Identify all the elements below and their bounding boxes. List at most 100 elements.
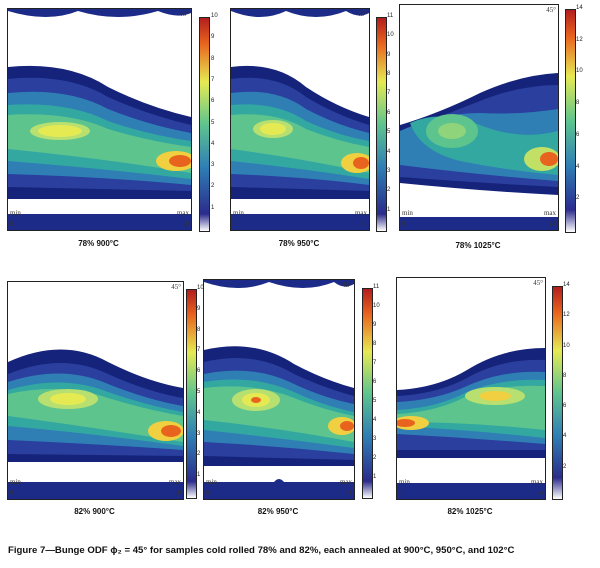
colorbar-tick-label: 7 (373, 360, 377, 366)
max-value: 11 (345, 489, 352, 497)
odf-plot: 45° min max 0 10 (7, 281, 184, 500)
colorbar-tick-label: 6 (576, 131, 580, 138)
peak-core (260, 123, 286, 135)
odf-contour-map (231, 9, 369, 230)
colorbar-tick-label: 10 (373, 303, 380, 309)
max-core (340, 421, 354, 431)
peak-core (438, 123, 466, 139)
max-label: max (354, 209, 367, 217)
odf-plot: 45° min max 0 14 (396, 277, 546, 500)
max-label: max (176, 209, 189, 217)
colorbar-tick-label: 10 (197, 285, 204, 291)
colorbar-tick-label: 7 (197, 347, 201, 354)
min-value: 0 (399, 489, 403, 497)
colorbar (362, 288, 373, 499)
colorbar-tick-label: 2 (387, 187, 391, 194)
colorbar-tick-label: 4 (197, 409, 201, 416)
max-core (353, 157, 369, 169)
min-label: min (10, 209, 21, 217)
max-core (161, 425, 181, 437)
colorbar-tick-label: 3 (211, 162, 215, 169)
peak-core (38, 125, 82, 137)
colorbar-tick-label: 7 (211, 76, 215, 83)
panel-title: 78% 900°C (78, 239, 119, 248)
colorbar-tick-label: 14 (563, 282, 570, 288)
peak-max (251, 397, 261, 403)
colorbar-tick-label: 9 (373, 322, 377, 328)
colorbar-tick-label: 1 (197, 472, 201, 479)
colorbar-tick-label: 2 (197, 451, 201, 458)
angle-label: 45° (357, 10, 367, 18)
bottom-contour (204, 479, 354, 499)
colorbar-tick-label: 12 (576, 36, 583, 43)
colorbar-tick-label: 8 (197, 326, 201, 333)
min-label: min (402, 209, 413, 217)
min-value: 0 (10, 489, 14, 497)
colorbar-tick-label: 2 (211, 183, 215, 190)
panel-title: 82% 950°C (257, 507, 299, 516)
panel-title: 78% 950°C (278, 239, 320, 248)
colorbar (565, 9, 576, 233)
colorbar-tick-label: 6 (197, 368, 201, 375)
colorbar-tick-label: 4 (576, 163, 580, 170)
max-value: 14 (549, 220, 556, 228)
angle-label: 45° (342, 281, 352, 289)
odf-contour-map (8, 9, 191, 230)
min-label: min (399, 478, 410, 486)
panel-title: 78% 1025°C (455, 241, 501, 250)
angle-label: 45° (179, 10, 189, 18)
colorbar-tick-label: 3 (197, 430, 201, 437)
colorbar (552, 286, 563, 500)
colorbar-tick-label: 8 (387, 71, 391, 78)
colorbar-tick-label: 7 (387, 90, 391, 97)
colorbar-tick-label: 4 (387, 148, 391, 155)
bottom-contour (400, 217, 558, 230)
max-label: max (543, 209, 556, 217)
colorbar-tick-label: 10 (387, 32, 394, 39)
top-contour (204, 280, 354, 288)
colorbar-tick-label: 5 (387, 129, 391, 136)
colorbar-tick-label: 3 (387, 167, 391, 174)
panel-title: 82% 900°C (74, 507, 115, 516)
colorbar-tick-label: 1 (387, 206, 391, 213)
colorbar-tick-label: 14 (576, 5, 583, 11)
min-value: 0 (402, 220, 406, 228)
colorbar (186, 289, 197, 499)
odf-plot: 45° min max 0 11 (230, 8, 370, 231)
colorbar-tick-label: 10 (576, 68, 583, 75)
colorbar-tick-label: 6 (211, 98, 215, 105)
max-core (169, 155, 191, 167)
max-value: 11 (360, 220, 367, 228)
angle-label: 45° (546, 6, 556, 14)
max-value: 14 (536, 489, 543, 497)
colorbar-tick-label: 5 (373, 398, 377, 404)
colorbar (199, 17, 210, 232)
colorbar-tick-label: 6 (373, 379, 377, 385)
angle-label: 45° (171, 283, 181, 291)
colorbar-tick-label: 3 (373, 436, 377, 442)
max-core (397, 419, 415, 427)
colorbar-tick-label: 11 (387, 13, 394, 19)
colorbar-tick-label: 8 (563, 372, 567, 379)
min-label: min (233, 209, 244, 217)
max-value: 10 (182, 220, 189, 228)
angle-label: 45° (533, 279, 543, 287)
colorbar-tick-label: 5 (211, 119, 215, 126)
max-label: max (168, 478, 181, 486)
colorbar-tick-label: 10 (563, 342, 570, 349)
colorbar-tick-label: 1 (211, 204, 215, 211)
max-label: max (530, 478, 543, 486)
colorbar-tick-label: 6 (387, 109, 391, 116)
colorbar-tick-label: 2 (563, 463, 567, 470)
max-core (540, 152, 558, 166)
panel-title: 82% 1025°C (447, 507, 493, 516)
bottom-contour (8, 214, 191, 230)
bottom-contour (397, 483, 545, 499)
figure-caption: Figure 7—Bunge ODF ϕ₂ = 45° for samples … (8, 545, 515, 556)
min-value: 0 (10, 220, 14, 228)
min-value: 0 (233, 220, 237, 228)
colorbar-tick-label: 4 (563, 433, 567, 440)
colorbar-tick-label: 5 (197, 389, 201, 395)
top-contour (231, 9, 369, 17)
colorbar-tick-label: 6 (563, 403, 567, 410)
